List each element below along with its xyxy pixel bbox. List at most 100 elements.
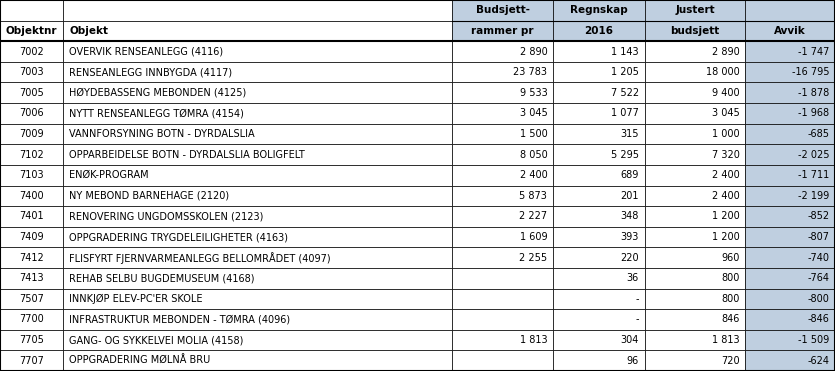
Bar [645,247,746,268]
Bar [553,330,645,350]
Bar [746,124,835,144]
Bar [553,165,645,186]
Bar [453,62,553,82]
Text: 1 813: 1 813 [712,335,740,345]
Text: 800: 800 [721,294,740,304]
Bar [645,103,746,124]
Text: HØYDEBASSENG MEBONDEN (4125): HØYDEBASSENG MEBONDEN (4125) [69,88,246,98]
Bar [553,247,645,268]
Text: 2 400: 2 400 [711,191,740,201]
Text: 7705: 7705 [19,335,44,345]
Text: 960: 960 [721,253,740,263]
Bar [746,144,835,165]
Bar [0,21,63,41]
Bar [0,268,63,289]
Bar [63,165,453,186]
Bar [453,206,553,227]
Text: 3 045: 3 045 [519,108,548,118]
Text: 315: 315 [620,129,639,139]
Bar [63,0,453,21]
Text: 7412: 7412 [19,253,44,263]
Text: OPPARBEIDELSE BOTN - DYRDALSLIA BOLIGFELT: OPPARBEIDELSE BOTN - DYRDALSLIA BOLIGFEL… [69,150,305,160]
Text: 36: 36 [626,273,639,283]
Text: -1 711: -1 711 [798,170,829,180]
Text: budsjett: budsjett [671,26,720,36]
Text: -846: -846 [807,315,829,325]
Bar [746,62,835,82]
Text: 720: 720 [721,356,740,366]
Text: 7003: 7003 [19,67,44,77]
Bar [0,289,63,309]
Text: -807: -807 [807,232,829,242]
Text: -1 878: -1 878 [798,88,829,98]
Bar [553,0,645,21]
Text: -: - [635,315,639,325]
Bar [746,309,835,330]
Text: 1 609: 1 609 [519,232,548,242]
Bar [0,0,63,21]
Bar [0,165,63,186]
Bar [63,41,453,62]
Text: 1 077: 1 077 [610,108,639,118]
Bar [453,82,553,103]
Text: 7 522: 7 522 [610,88,639,98]
Bar [0,227,63,247]
Bar [63,124,453,144]
Text: 1 143: 1 143 [611,46,639,56]
Text: Budsjett-: Budsjett- [476,5,529,15]
Text: 304: 304 [620,335,639,345]
Text: 9 533: 9 533 [519,88,548,98]
Text: OVERVIK RENSEANLEGG (4116): OVERVIK RENSEANLEGG (4116) [69,46,224,56]
Text: -852: -852 [807,211,829,221]
Bar [746,165,835,186]
Text: -1 968: -1 968 [798,108,829,118]
Bar [453,0,553,21]
Text: 3 045: 3 045 [711,108,740,118]
Bar [645,268,746,289]
Bar [746,289,835,309]
Text: 220: 220 [620,253,639,263]
Bar [63,103,453,124]
Bar [63,268,453,289]
Text: 2 400: 2 400 [711,170,740,180]
Bar [453,247,553,268]
Text: Objektnr: Objektnr [6,26,58,36]
Text: 689: 689 [620,170,639,180]
Bar [453,21,553,41]
Bar [746,227,835,247]
Text: 393: 393 [620,232,639,242]
Text: 2 255: 2 255 [519,253,548,263]
Bar [645,62,746,82]
Bar [553,186,645,206]
Bar [645,144,746,165]
Bar [0,330,63,350]
Bar [553,144,645,165]
Text: RENOVERING UNGDOMSSKOLEN (2123): RENOVERING UNGDOMSSKOLEN (2123) [69,211,264,221]
Text: Avvik: Avvik [774,26,806,36]
Text: 9 400: 9 400 [712,88,740,98]
Bar [453,309,553,330]
Text: -16 795: -16 795 [792,67,829,77]
Bar [746,82,835,103]
Bar [746,0,835,21]
Text: OPPGRADERING MØLNÅ BRU: OPPGRADERING MØLNÅ BRU [69,356,210,366]
Text: 1 205: 1 205 [610,67,639,77]
Bar [553,41,645,62]
Bar [645,41,746,62]
Bar [453,103,553,124]
Bar [63,186,453,206]
Text: 7409: 7409 [19,232,44,242]
Bar [746,206,835,227]
Bar [645,0,746,21]
Bar [453,330,553,350]
Text: 8 050: 8 050 [519,150,548,160]
Bar [645,227,746,247]
Bar [0,82,63,103]
Text: Justert: Justert [676,5,715,15]
Bar [63,21,453,41]
Bar [645,350,746,371]
Bar [453,268,553,289]
Text: 7507: 7507 [19,294,44,304]
Bar [645,289,746,309]
Text: -1 509: -1 509 [798,335,829,345]
